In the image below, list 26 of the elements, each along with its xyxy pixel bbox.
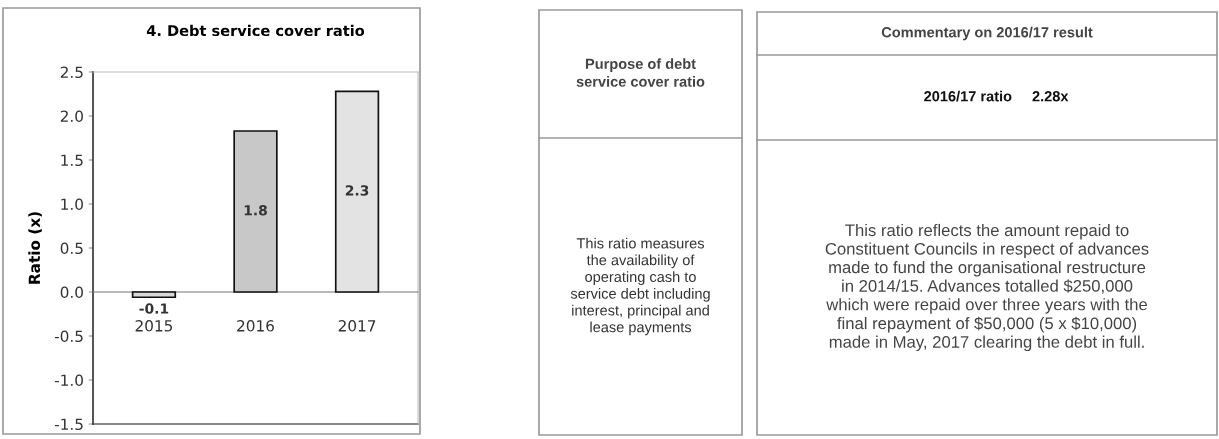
y-tick-label: 2.0 (60, 110, 83, 123)
y-tick-label: -1.0 (54, 374, 83, 387)
y-tick-label: 1.5 (61, 154, 83, 167)
data-label: 1.8 (244, 205, 267, 216)
y-tick-label: 0.0 (60, 286, 83, 299)
text: 2.28x (1032, 91, 1069, 102)
bar (131, 291, 177, 299)
chart-title: 4. Debt service cover ratio (146, 24, 365, 37)
bar (233, 130, 278, 293)
text: Commentary on 2016/17 result (881, 26, 1093, 41)
y-tick-label: -0.5 (54, 330, 83, 343)
y-tick-label: 0.5 (60, 242, 83, 255)
x-tick-label: 2015 (135, 320, 173, 332)
data-label: 2.3 (345, 185, 369, 196)
text: Purpose of debt service cover ratio (576, 58, 705, 87)
y-axis-title: Ratio (x) (28, 212, 42, 284)
bar (334, 90, 380, 293)
y-tick-label: 1.0 (61, 198, 83, 211)
x-tick-label: 2017 (338, 320, 376, 332)
text: This ratio measures the availability of operating cash to service debt including interest, principal and lease payments (570, 237, 710, 336)
data-label: -0.1 (139, 303, 169, 314)
y-tick-label: -1.5 (54, 418, 83, 431)
y-tick-label: 2.5 (60, 66, 83, 79)
text: This ratio reflects the amount repaid to Constituent Councils in respect of advances made to fund the organisational restructure in 2014/15. Advances totalled $250,000 which were repaid over three years with the final repayment of $50,000 (5 x $10,000) made in May, 2017 clearing the debt in full. (825, 223, 1149, 352)
text: 2016/17 ratio (924, 90, 1012, 102)
x-tick-label: 2016 (237, 320, 274, 332)
